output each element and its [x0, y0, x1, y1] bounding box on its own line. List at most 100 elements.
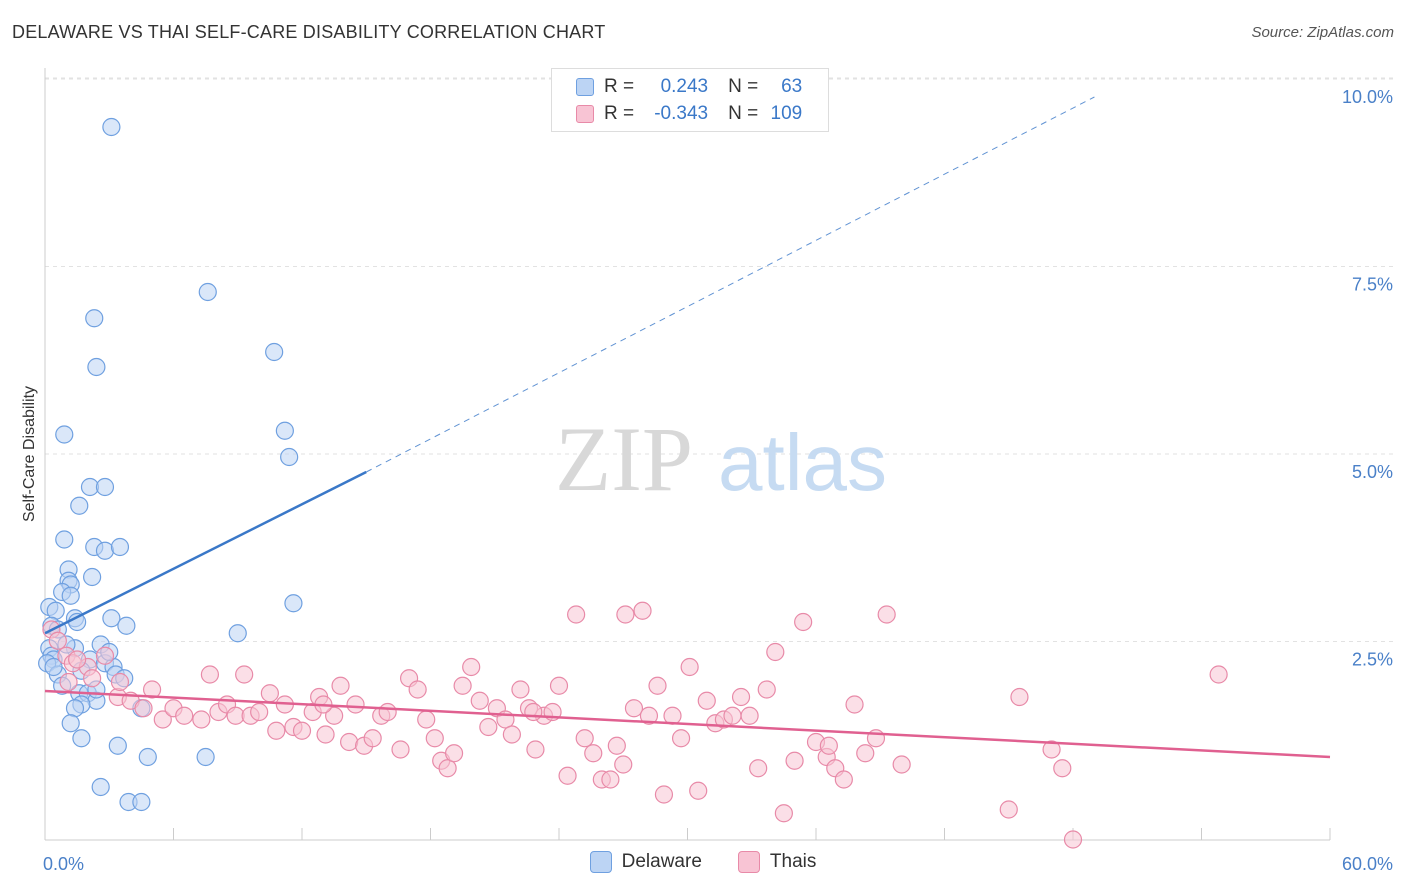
- legend-r-label: R =: [604, 76, 635, 97]
- thais-point: [567, 605, 586, 624]
- thais-point: [438, 759, 457, 778]
- delaware-point: [228, 624, 247, 643]
- delaware-point: [196, 747, 215, 767]
- delaware-point: [198, 282, 217, 302]
- delaware-point: [65, 699, 85, 718]
- delaware-point: [87, 357, 106, 377]
- thais-point: [549, 676, 569, 695]
- thais-point: [648, 676, 667, 695]
- stats-legend: R = 0.243 N = 63 R = -0.343 N = 109: [551, 68, 829, 132]
- delaware-point: [138, 747, 157, 767]
- delaware-point: [132, 792, 151, 812]
- delaware-point: [55, 530, 74, 549]
- thais-point: [200, 665, 220, 684]
- watermark-zip: ZIP: [555, 408, 693, 510]
- delaware-point: [85, 309, 104, 328]
- thais-point: [68, 650, 87, 669]
- delaware-point: [265, 342, 284, 362]
- thais-point: [340, 732, 359, 752]
- thais-point: [502, 725, 521, 744]
- thais-point: [110, 672, 130, 692]
- thais-point: [785, 751, 804, 770]
- legend-swatch-thais: [576, 105, 594, 123]
- gridlines: [45, 77, 1395, 642]
- thais-point: [584, 744, 603, 763]
- thais-point: [378, 702, 397, 722]
- thais-point: [601, 770, 620, 789]
- legend-label-thais: Thais: [769, 851, 817, 872]
- thais-point: [175, 706, 194, 725]
- y-tick-label: 7.5%: [1352, 275, 1393, 295]
- thais-point: [558, 766, 577, 785]
- thais-point: [408, 680, 427, 699]
- legend-n-value: 109: [770, 103, 803, 124]
- thais-point: [624, 699, 644, 718]
- thais-point: [453, 676, 472, 695]
- legend-n-label: N =: [728, 76, 759, 97]
- legend-n-label: N =: [728, 103, 759, 124]
- x-tick-label: 60.0%: [1342, 854, 1393, 874]
- thais-point: [235, 665, 254, 684]
- thais-point: [1063, 830, 1083, 849]
- thais-point: [845, 695, 864, 714]
- thais-point: [689, 781, 708, 800]
- delaware-point: [275, 421, 294, 440]
- y-tick-label: 5.0%: [1352, 462, 1393, 482]
- thais-point: [639, 706, 659, 725]
- delaware-point: [110, 537, 130, 557]
- thais-point: [425, 729, 444, 748]
- thais-point: [680, 657, 699, 677]
- thais-point: [524, 702, 543, 722]
- y-tick-label: 2.5%: [1352, 650, 1393, 670]
- delaware-point: [95, 477, 115, 497]
- delaware-point: [83, 567, 102, 587]
- series-legend: Delaware Thais: [0, 851, 1406, 873]
- data-points: [38, 117, 1228, 849]
- thais-point: [633, 601, 652, 620]
- thais-point: [616, 605, 635, 624]
- legend-r-value: -0.343: [654, 103, 709, 124]
- delaware-point: [95, 541, 115, 560]
- thais-point: [877, 605, 896, 624]
- legend-swatch-thais: [737, 851, 760, 873]
- legend-r-value: 0.243: [660, 76, 709, 97]
- legend-swatch-delaware: [576, 78, 594, 96]
- thais-point: [83, 669, 102, 688]
- delaware-trend-extension: [366, 96, 1095, 473]
- thais-point: [95, 646, 115, 665]
- thais-point: [607, 736, 626, 755]
- thais-point: [462, 657, 481, 677]
- thais-point: [749, 759, 768, 778]
- thais-point: [1042, 740, 1061, 759]
- delaware-point: [55, 425, 74, 444]
- delaware-point: [102, 117, 121, 137]
- thais-point: [654, 785, 674, 804]
- thais-point: [575, 729, 594, 748]
- thais-trend-line: [44, 689, 1331, 759]
- delaware-point: [46, 601, 65, 620]
- legend-item-delaware[interactable]: Delaware: [589, 851, 702, 873]
- thais-point: [59, 672, 78, 692]
- thais-point: [856, 744, 875, 763]
- axes: [44, 68, 1331, 841]
- legend-label-delaware: Delaware: [621, 851, 702, 872]
- delaware-trend-line: [44, 470, 367, 635]
- delaware-point: [91, 777, 110, 797]
- delaware-point: [108, 736, 127, 755]
- delaware-point: [280, 447, 299, 467]
- thais-point: [819, 736, 838, 755]
- thais-point: [48, 631, 67, 650]
- legend-item-thais[interactable]: Thais: [737, 851, 817, 873]
- delaware-point: [72, 729, 91, 748]
- chart-title: DELAWARE VS THAI SELF-CARE DISABILITY CO…: [12, 22, 606, 42]
- thais-point: [614, 755, 633, 774]
- thais-point: [511, 680, 530, 699]
- thais-point: [697, 691, 716, 710]
- legend-row-thais: R = -0.343 N = 109: [576, 101, 802, 127]
- thais-point: [731, 687, 751, 707]
- thais-point: [834, 770, 853, 789]
- thais-point: [417, 710, 436, 729]
- legend-n-value: 63: [781, 76, 803, 97]
- thais-point: [757, 680, 776, 699]
